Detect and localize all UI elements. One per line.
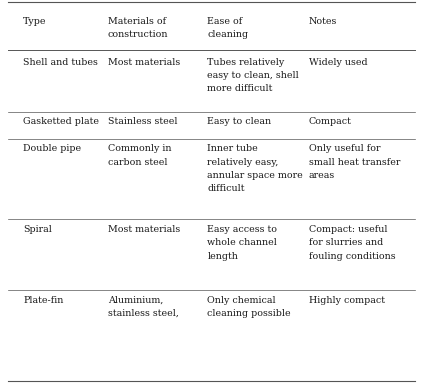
Text: Easy to clean: Easy to clean: [207, 117, 272, 126]
Text: Easy access to
whole channel
length: Easy access to whole channel length: [207, 225, 277, 261]
Text: Stainless steel: Stainless steel: [108, 117, 177, 126]
Text: Gasketted plate: Gasketted plate: [23, 117, 99, 126]
Text: Ease of
cleaning: Ease of cleaning: [207, 17, 248, 39]
Text: Most materials: Most materials: [108, 58, 180, 67]
Text: Spiral: Spiral: [23, 225, 52, 234]
Text: Only useful for
small heat transfer
areas: Only useful for small heat transfer area…: [309, 144, 400, 180]
Text: Most materials: Most materials: [108, 225, 180, 234]
Text: Widely used: Widely used: [309, 58, 368, 67]
Text: Notes: Notes: [309, 17, 337, 26]
Text: Inner tube
relatively easy,
annular space more
difficult: Inner tube relatively easy, annular spac…: [207, 144, 303, 193]
Text: Highly compact: Highly compact: [309, 296, 385, 305]
Text: Compact: useful
for slurries and
fouling conditions: Compact: useful for slurries and fouling…: [309, 225, 396, 261]
Text: Tubes relatively
easy to clean, shell
more difficult: Tubes relatively easy to clean, shell mo…: [207, 58, 299, 93]
Text: Commonly in
carbon steel: Commonly in carbon steel: [108, 144, 171, 167]
Text: Shell and tubes: Shell and tubes: [23, 58, 98, 67]
Text: Type: Type: [23, 17, 47, 26]
Text: Aluminium,
stainless steel,: Aluminium, stainless steel,: [108, 296, 179, 318]
Text: Materials of
construction: Materials of construction: [108, 17, 168, 39]
Text: Only chemical
cleaning possible: Only chemical cleaning possible: [207, 296, 291, 318]
Text: Double pipe: Double pipe: [23, 144, 81, 153]
Text: Compact: Compact: [309, 117, 352, 126]
Text: Plate-fin: Plate-fin: [23, 296, 63, 305]
